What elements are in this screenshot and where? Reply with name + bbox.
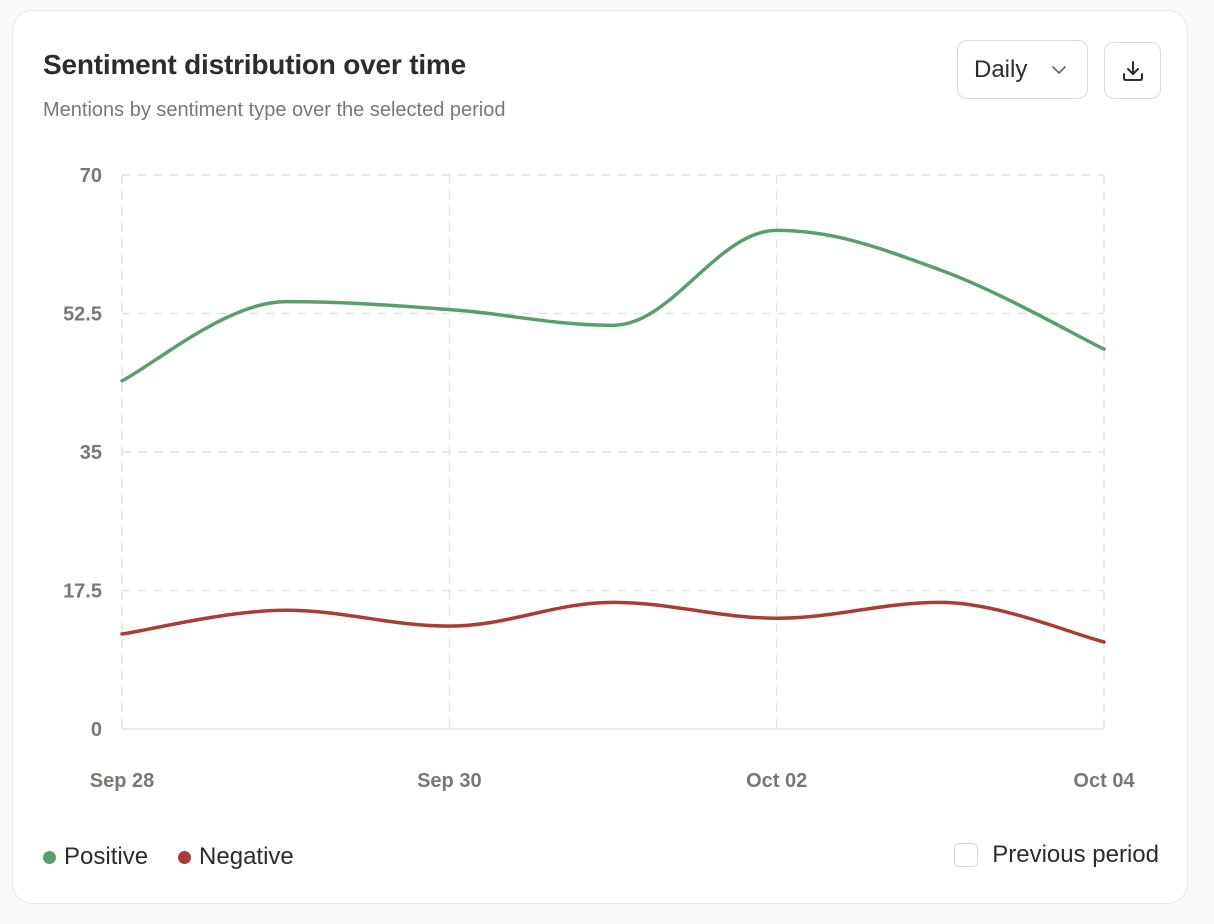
y-tick-label: 17.5 bbox=[63, 581, 102, 603]
period-select[interactable]: Daily bbox=[957, 40, 1088, 99]
previous-period-toggle[interactable]: Previous period bbox=[954, 841, 1159, 869]
download-button[interactable] bbox=[1104, 42, 1161, 99]
previous-period-checkbox[interactable] bbox=[954, 843, 979, 867]
period-select-value: Daily bbox=[974, 55, 1028, 83]
y-tick-label: 70 bbox=[80, 165, 102, 187]
series-line-positive bbox=[120, 228, 1106, 383]
x-tick-label: Sep 30 bbox=[417, 770, 481, 792]
y-tick-label: 52.5 bbox=[63, 304, 102, 326]
card-subtitle: Mentions by sentiment type over the sele… bbox=[43, 99, 506, 121]
x-tick-label: Sep 28 bbox=[90, 770, 154, 792]
card-title: Sentiment distribution over time bbox=[43, 49, 466, 80]
legend-item-positive[interactable]: Positive bbox=[43, 843, 148, 871]
series-line-negative bbox=[120, 600, 1106, 644]
legend-dot-negative bbox=[178, 850, 192, 864]
chevron-down-icon bbox=[1052, 66, 1066, 74]
y-tick-label: 0 bbox=[91, 719, 102, 741]
x-tick-label: Oct 04 bbox=[1073, 770, 1135, 792]
y-tick-label: 35 bbox=[80, 442, 102, 464]
download-icon bbox=[1122, 60, 1143, 81]
chart-legend: Positive Negative bbox=[43, 843, 294, 871]
legend-dot-positive bbox=[43, 850, 56, 864]
sentiment-card: Sentiment distribution over time Mention… bbox=[12, 10, 1188, 904]
sentiment-line-chart: 0 17.5 35 52.5 70 Sep 28 Sep 30 Oct 02 Oct 04 bbox=[63, 165, 1135, 792]
x-tick-label: Oct 02 bbox=[746, 770, 807, 792]
legend-item-negative[interactable]: Negative bbox=[178, 843, 294, 871]
previous-period-label: Previous period bbox=[992, 841, 1159, 868]
legend-label-negative: Negative bbox=[199, 843, 294, 870]
legend-label-positive: Positive bbox=[64, 843, 149, 870]
